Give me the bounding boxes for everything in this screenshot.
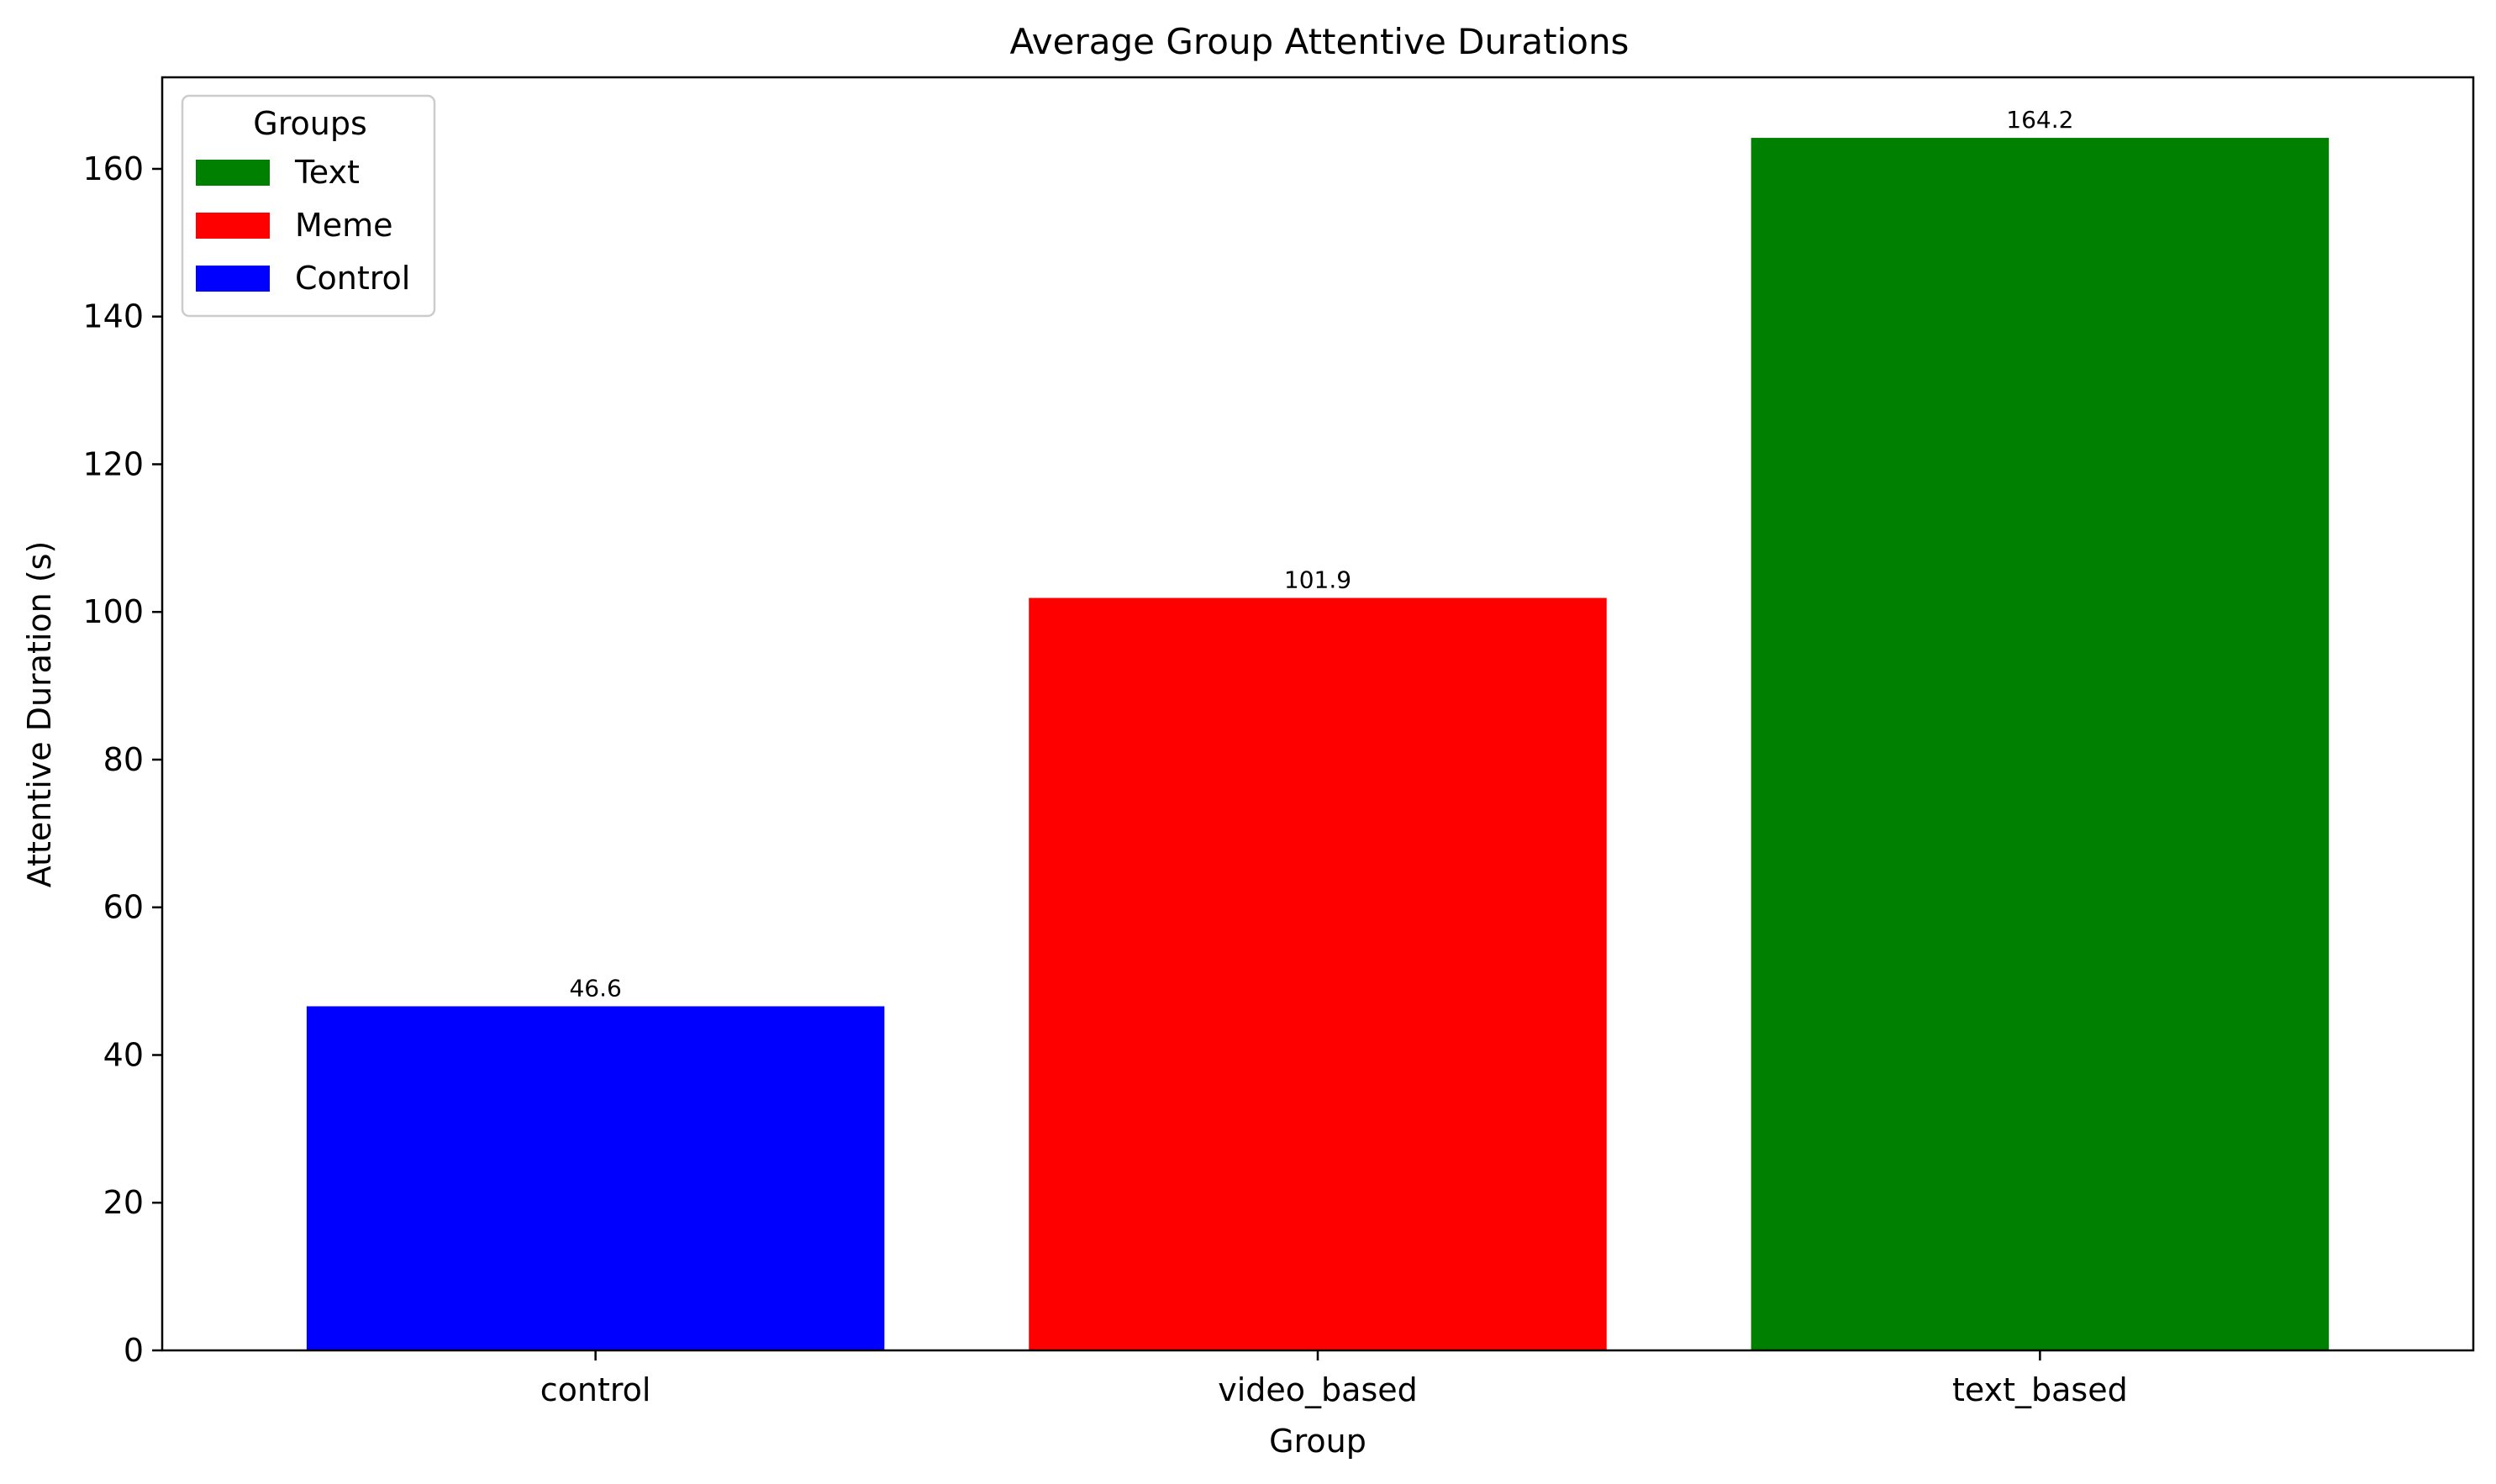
x-tick-label: text_based — [1952, 1371, 2128, 1408]
bar-control — [306, 1006, 885, 1350]
legend: Groups Text Meme Control — [181, 94, 436, 318]
y-tick-label: 140 — [82, 298, 144, 335]
legend-title: Groups — [253, 105, 367, 142]
y-tick-label: 40 — [103, 1036, 144, 1073]
y-tick-label: 100 — [82, 593, 144, 630]
bar-value-label: 164.2 — [2006, 106, 2073, 134]
bar-value-label: 46.6 — [569, 974, 621, 1002]
chart-title: Average Group Attentive Durations — [1010, 21, 1630, 62]
legend-box — [181, 94, 436, 318]
x-tick-label: video_based — [1218, 1371, 1418, 1408]
y-tick-label: 60 — [103, 889, 144, 926]
y-tick-label: 20 — [103, 1184, 144, 1221]
bar-value-label: 101.9 — [1284, 566, 1351, 594]
y-tick-label: 120 — [82, 445, 144, 482]
y-axis-label: Attentive Duration (s) — [21, 541, 58, 888]
x-tick-label: control — [540, 1371, 651, 1408]
x-axis-label: Group — [1269, 1423, 1366, 1460]
legend-swatch-text — [196, 160, 270, 186]
y-tick-label: 160 — [82, 150, 144, 187]
legend-label-text: Text — [294, 154, 360, 191]
y-tick-label: 0 — [124, 1332, 144, 1369]
bar-video_based — [1029, 597, 1607, 1350]
x-axis-ticks: control video_based text_based — [540, 1350, 2128, 1408]
bar-text_based — [1751, 138, 2330, 1350]
y-tick-label: 80 — [103, 741, 144, 778]
bars — [306, 138, 2330, 1350]
legend-entries: Text Meme Control — [196, 154, 410, 297]
y-axis-ticks: 0 20 40 60 80 100 120 140 160 — [82, 150, 162, 1369]
legend-swatch-meme — [196, 213, 270, 239]
legend-label-meme: Meme — [295, 207, 393, 244]
bar-value-labels: 46.6 101.9 164.2 — [569, 106, 2073, 1002]
plot-frame — [161, 76, 2475, 1352]
legend-swatch-control — [196, 266, 270, 292]
legend-label-control: Control — [295, 260, 410, 297]
